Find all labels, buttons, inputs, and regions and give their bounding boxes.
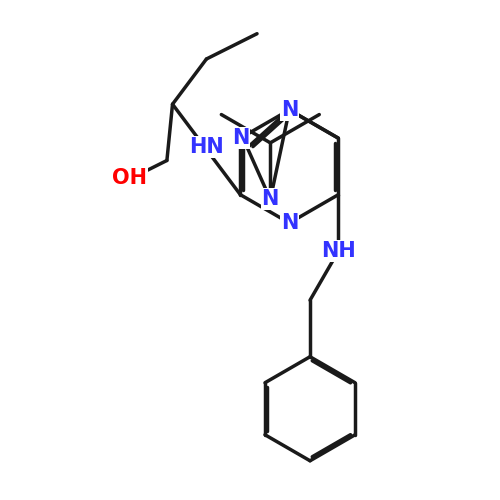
Text: N: N: [280, 213, 298, 233]
Text: N: N: [262, 190, 279, 210]
Text: NH: NH: [321, 241, 356, 261]
Text: N: N: [232, 128, 249, 148]
Text: OH: OH: [112, 168, 146, 188]
Text: N: N: [280, 100, 298, 120]
Text: HN: HN: [189, 137, 224, 157]
